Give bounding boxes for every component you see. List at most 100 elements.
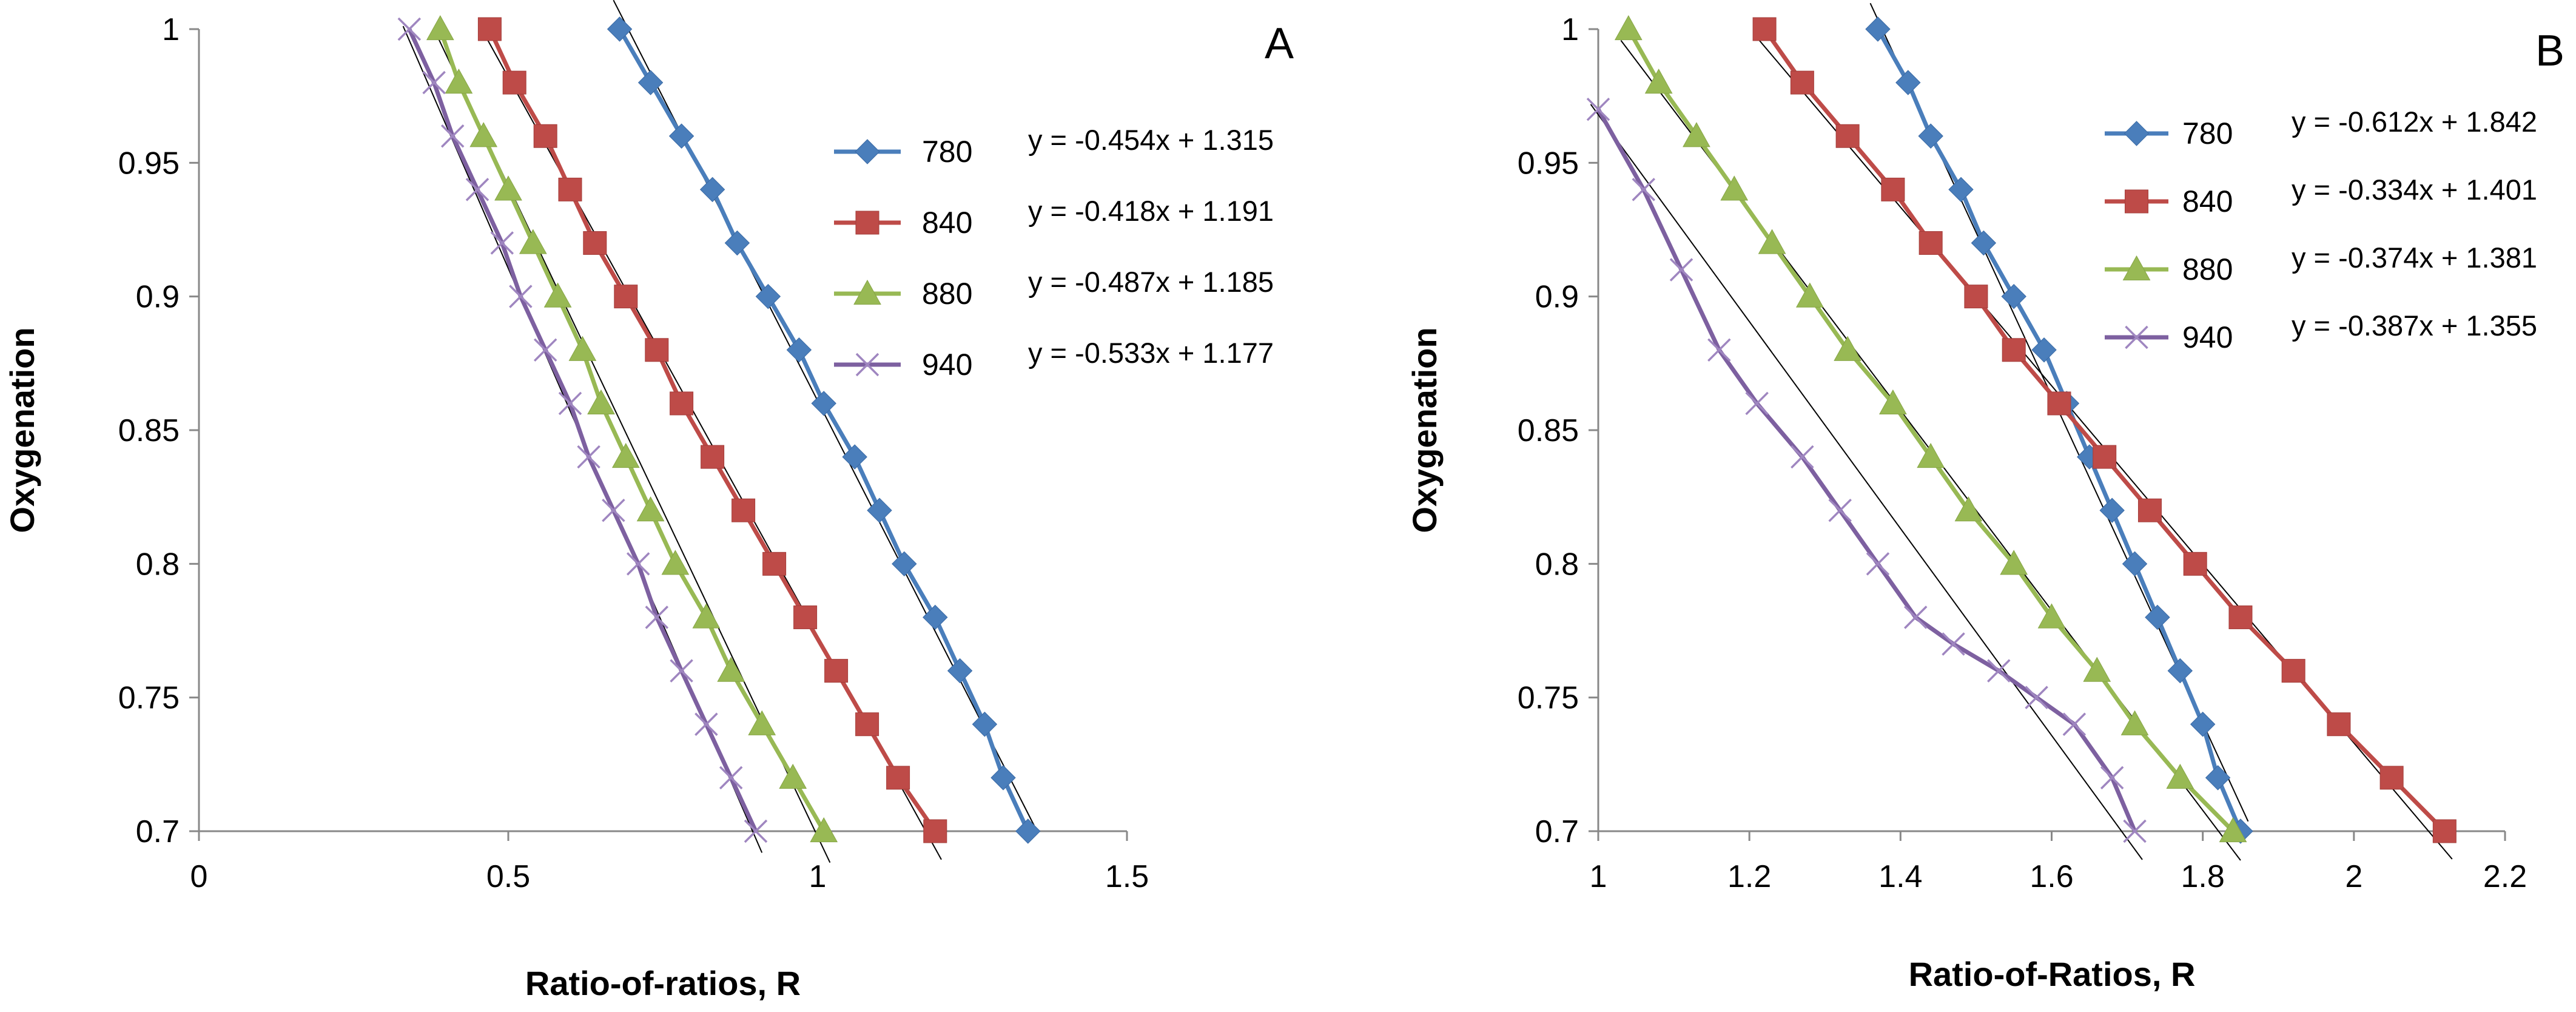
data-point-780 [2205,765,2231,791]
y-tick-label: 0.75 [118,681,180,716]
data-point-880 [469,122,498,147]
y-tick-label: 0.95 [1518,146,1579,181]
data-point-880 [717,656,745,682]
x-tick-label: 1.8 [2181,859,2225,894]
data-point-840 [614,285,638,309]
data-point-780 [842,444,867,470]
data-point-780 [607,16,633,42]
data-point-940 [1791,445,1814,469]
data-point-840 [477,17,502,41]
data-point-780 [2167,658,2193,684]
series-group [397,15,1041,844]
trendline-equation: y = -0.487x + 1.185 [1028,266,1274,298]
data-point-880 [494,175,522,201]
y-tick-label: 0.7 [136,814,180,849]
y-tick-label: 0.8 [1535,547,1579,582]
data-point-880 [568,336,597,361]
data-point-780 [699,177,725,203]
legend-marker [2125,325,2148,349]
data-point-780 [972,712,998,737]
data-point-940 [694,712,718,736]
x-tick-label: 0 [190,859,208,894]
data-point-940 [440,124,465,148]
data-point-840 [502,70,526,95]
legend-label: 880 [922,277,972,311]
data-point-940 [558,391,582,416]
data-point-940 [2025,686,2048,709]
legend-marker [853,279,881,305]
y-tick-label: 0.8 [136,547,180,582]
data-point-840 [2047,391,2071,416]
data-point-840 [731,498,756,522]
legend-marker [855,211,879,235]
panel-letter: A [1265,19,1294,68]
data-point-940 [626,552,650,576]
data-point-940 [719,766,743,790]
data-point-880 [748,710,776,735]
data-point-780 [1015,818,1041,844]
data-point-780 [947,658,973,684]
data-point-880 [1683,122,1710,147]
data-point-940 [533,338,557,362]
data-point-840 [824,659,849,683]
panel-a: 0 0.5 1 1.5 0.7 0.75 0.8 0.85 0.9 0.95 1 780 y = -0… [3,0,1294,1002]
x-tick-label: 1.4 [1878,859,1922,894]
data-point-840 [793,605,818,629]
panel-b: 1 1.2 1.4 1.6 1.8 2 2.2 0.7 0.75 0.8 0.85 0.9 0.951 … [1405,2,2564,993]
y-tick-label: 0.85 [118,413,180,448]
data-point-880 [1614,15,1643,41]
data-point-780 [1948,177,1974,203]
data-point-840 [2093,445,2117,469]
data-point-940 [670,659,693,683]
data-point-840 [558,177,582,201]
data-point-880 [1795,282,1824,308]
data-point-780 [892,551,917,577]
legend-label: 780 [2182,116,2233,150]
data-point-940 [1586,97,1610,121]
data-point-840 [2183,552,2207,576]
y-tick-label: 0.9 [136,280,180,315]
data-point-880 [810,817,838,843]
data-point-880 [1917,443,1945,468]
data-point-940 [2062,712,2087,736]
data-point-780 [668,123,694,149]
y-tick-label: 0.7 [1535,814,1579,849]
data-point-880 [1758,229,1786,254]
data-point-940 [645,606,669,629]
data-point-840 [1881,177,1905,201]
y-tick-label: 1 [1561,12,1579,47]
legend-marker [2122,255,2151,281]
data-point-840 [2432,819,2457,843]
trendline-equation: y = -0.612x + 1.842 [2292,106,2537,138]
data-point-940 [1866,552,1890,576]
trendline-equation: y = -0.454x + 1.315 [1028,124,1274,156]
data-point-780 [2122,551,2148,577]
data-point-780 [786,337,812,363]
x-tick-label: 1.5 [1105,859,1149,894]
data-point-840 [670,391,694,416]
y-axis-title: Oxygenation [1405,327,1444,533]
x-axis-title: Ratio-of-Ratios, R [1909,955,2196,993]
data-point-780 [867,498,892,523]
data-point-940 [1669,258,1693,282]
series-line-880 [1626,28,2235,833]
data-point-880 [2120,710,2149,735]
data-point-880 [779,763,807,789]
data-point-780 [724,230,750,256]
data-point-940 [744,819,768,843]
data-point-780 [1865,16,1891,42]
y-tick-label: 1 [162,12,180,47]
trendline-equation: y = -0.334x + 1.401 [2292,174,2537,206]
axis-ticks: 1 1.2 1.4 1.6 1.8 2 2.2 0.7 0.75 0.8 0.85 0.9 0.95 1 [1518,12,2527,894]
data-point-880 [1644,69,1673,94]
data-point-840 [2327,712,2351,737]
data-point-940 [509,285,533,308]
series-group [1586,15,2457,844]
data-point-780 [2145,604,2170,630]
legend-marker [2124,121,2150,146]
data-point-840 [923,819,947,843]
data-point-780 [755,283,781,309]
trendline-equation: y = -0.387x + 1.355 [2292,309,2537,342]
data-point-840 [1835,124,1860,148]
